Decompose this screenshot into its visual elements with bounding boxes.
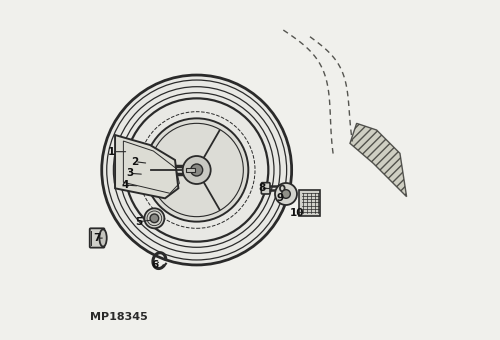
FancyBboxPatch shape (186, 168, 196, 172)
Circle shape (275, 183, 297, 205)
Text: 7: 7 (93, 233, 100, 243)
Polygon shape (115, 135, 178, 198)
Circle shape (150, 214, 158, 223)
Text: 8: 8 (258, 183, 266, 193)
Ellipse shape (100, 229, 106, 246)
Circle shape (190, 164, 202, 176)
Circle shape (145, 118, 248, 222)
Circle shape (102, 75, 292, 265)
Text: 5: 5 (135, 217, 142, 227)
Text: 10: 10 (290, 208, 304, 218)
Text: 3: 3 (126, 168, 134, 179)
Text: 2: 2 (132, 157, 138, 167)
FancyBboxPatch shape (90, 228, 104, 248)
Circle shape (182, 156, 210, 184)
Text: 1: 1 (108, 147, 116, 157)
Polygon shape (350, 123, 406, 197)
FancyBboxPatch shape (299, 190, 320, 216)
Text: 9: 9 (276, 193, 283, 203)
Circle shape (144, 208, 165, 228)
FancyBboxPatch shape (262, 183, 270, 194)
Circle shape (282, 190, 290, 198)
Text: 4: 4 (122, 180, 128, 190)
Text: 6: 6 (152, 260, 158, 270)
Text: MP18345: MP18345 (90, 311, 148, 322)
